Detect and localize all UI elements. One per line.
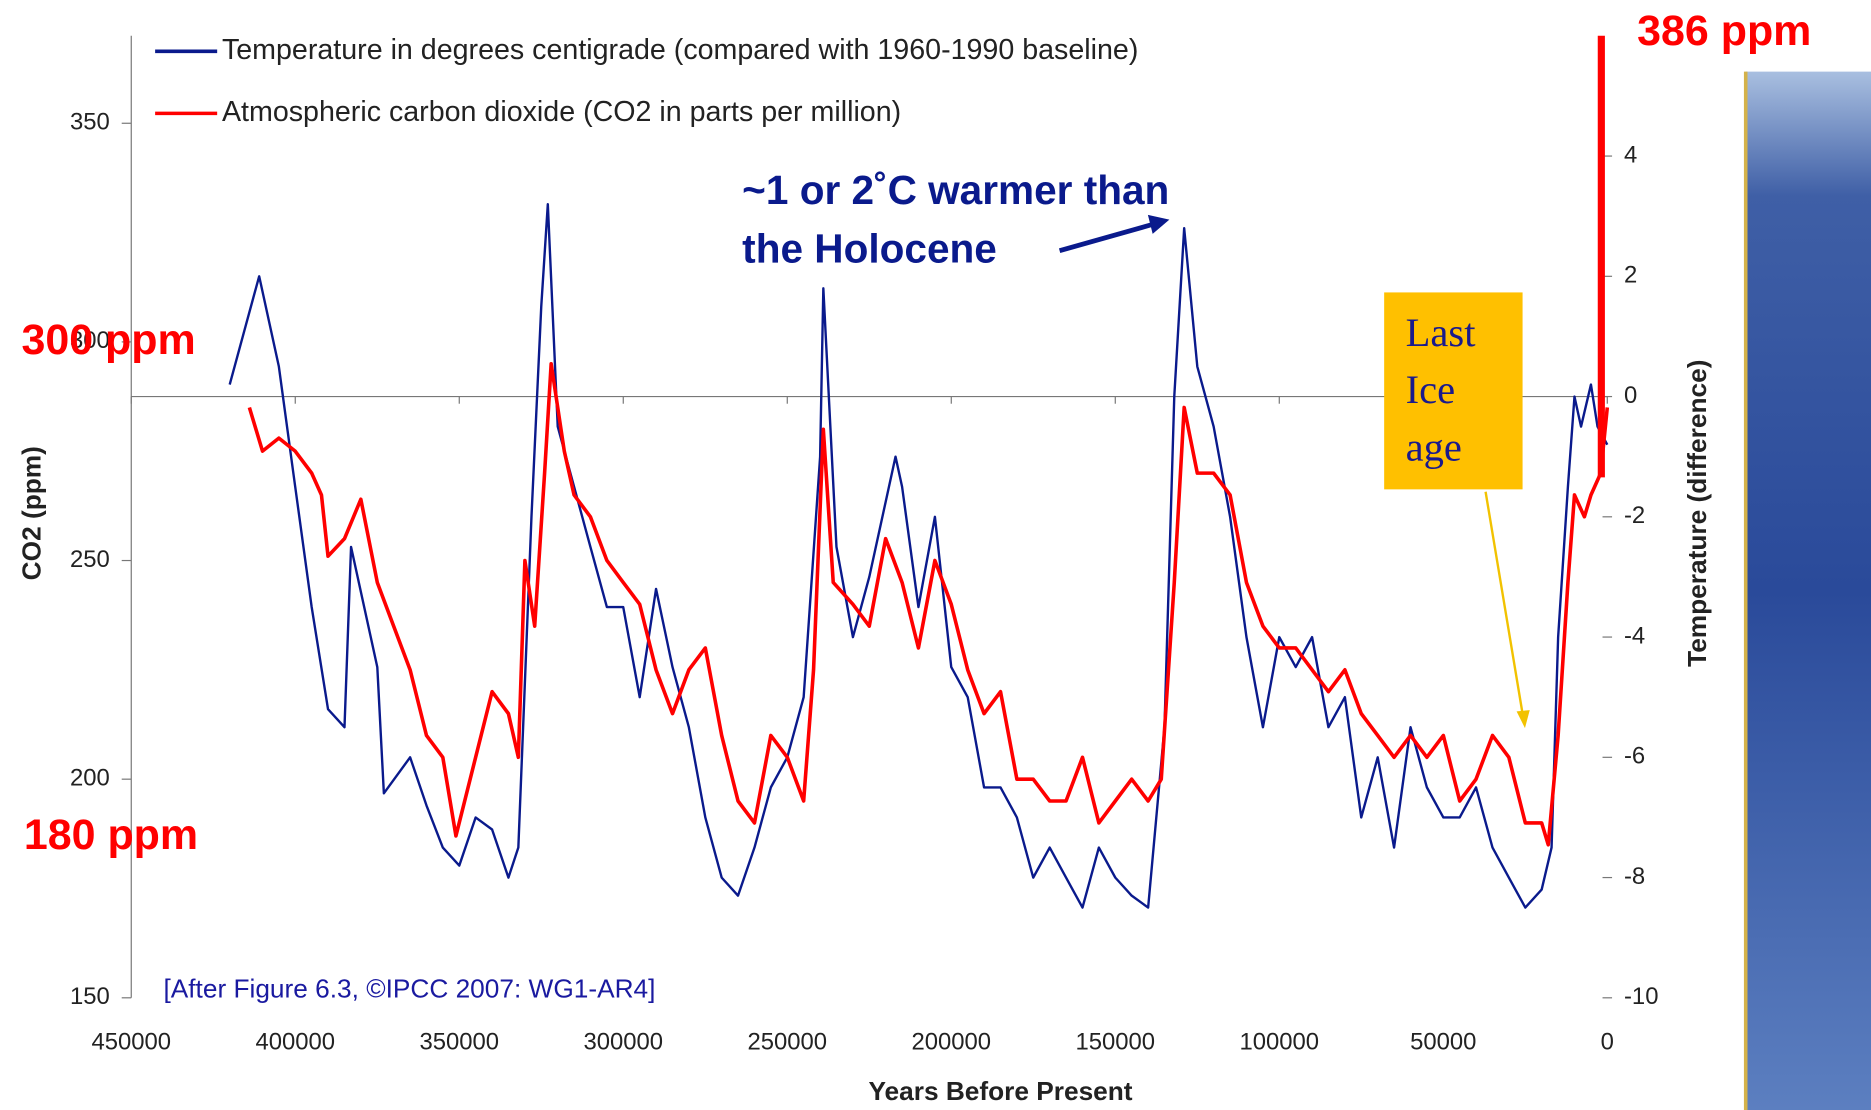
x-tick-label: 350000: [419, 1028, 499, 1055]
y2-tick-label: -8: [1624, 863, 1645, 890]
y-axis-title: CO2 (ppm): [16, 446, 46, 580]
ice-age-arrowhead: [1516, 710, 1530, 729]
y2-tick-label: 0: [1624, 382, 1637, 409]
y2-tick-label: 4: [1624, 141, 1637, 168]
series-line: [247, 362, 1610, 847]
x-tick-label: 400000: [255, 1028, 335, 1055]
y-tick-label: 350: [70, 109, 110, 136]
y-tick-label: 250: [70, 546, 110, 573]
y2-tick-label: -6: [1624, 743, 1645, 770]
ice-age-label: Ice: [1406, 367, 1456, 412]
warmer-arrow: [1058, 222, 1154, 253]
current-co2-label: 386 ppm: [1637, 7, 1811, 55]
y2-tick-label: -4: [1624, 622, 1645, 649]
x-tick-label: 100000: [1239, 1028, 1319, 1055]
axes: 150 200 250 300 350 4 2 0 -2 -4 -6 -8 -10 450000 40000…: [16, 34, 1712, 1106]
ice-age-label: age: [1406, 424, 1462, 469]
legend-label: Atmospheric carbon dioxide (CO2 in parts…: [222, 96, 901, 128]
y2-axis-title: Temperature (difference): [1682, 360, 1712, 667]
ice-age-label: Last: [1406, 310, 1477, 355]
y2-tick-label: 2: [1624, 262, 1637, 289]
warmer-label: the Holocene: [742, 226, 997, 272]
side-panel: [1745, 71, 1871, 1110]
x-tick-label: 150000: [1075, 1028, 1155, 1055]
y-tick-label: 150: [70, 983, 110, 1010]
ice-age-arrow: [1484, 491, 1524, 714]
low-co2-label: 180 ppm: [24, 811, 198, 859]
y-tick-label: 200: [70, 764, 110, 791]
x-tick-label: 0: [1601, 1028, 1614, 1055]
ice-age-box: [1384, 292, 1523, 490]
lines: [228, 203, 1610, 909]
high-co2-label: 300 ppm: [21, 316, 195, 364]
x-tick-label: 50000: [1410, 1028, 1476, 1055]
credit: [After Figure 6.3, ©IPCC 2007: WG1-AR4]: [163, 974, 655, 1004]
x-tick-label: 300000: [583, 1028, 663, 1055]
y2-tick-label: -10: [1624, 983, 1658, 1010]
x-axis-title: Years Before Present: [868, 1076, 1132, 1106]
y2-tick-label: -2: [1624, 502, 1645, 529]
series-line: [228, 203, 1609, 909]
x-tick-label: 200000: [911, 1028, 991, 1055]
warmer-label: ~1 or 2˚C warmer than: [742, 167, 1169, 213]
y-tick-label: 300: [70, 327, 110, 354]
x-tick-label: 250000: [747, 1028, 827, 1055]
x-tick-label: 450000: [91, 1028, 171, 1055]
annotations: 386 ppm 300 ppm 180 ppm ~1 or 2˚C warmer…: [21, 7, 1811, 1004]
warmer-arrowhead: [1147, 214, 1170, 234]
legend-label: Temperature in degrees centigrade (compa…: [222, 34, 1138, 66]
